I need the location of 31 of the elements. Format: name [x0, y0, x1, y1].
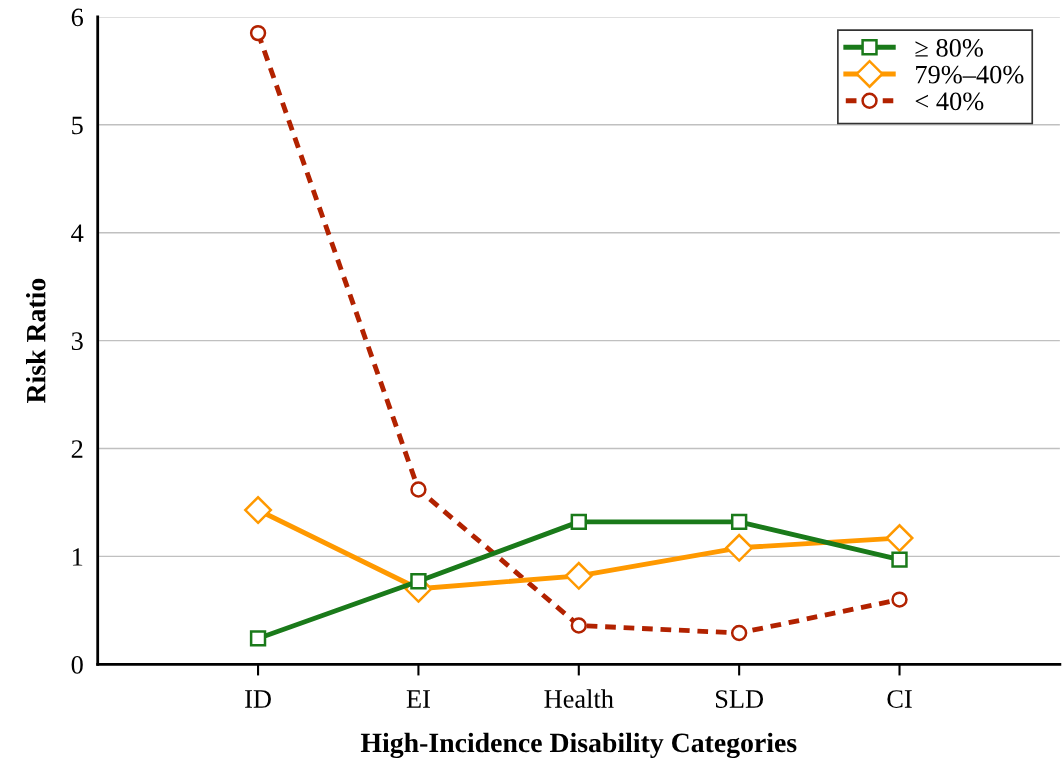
- legend-label: ≥ 80%: [915, 38, 983, 57]
- point: [725, 533, 754, 562]
- legend-label: 79%–40%: [916, 65, 1024, 84]
- y-tick-label: 6: [71, 8, 84, 27]
- y-tick-label: 3: [71, 332, 83, 351]
- point: [249, 630, 267, 647]
- x-tick-label: SLD: [715, 690, 764, 708]
- x-tick-label: Health: [544, 689, 614, 708]
- x-tick-label: EI: [406, 690, 430, 708]
- y-tick-label: 2: [71, 440, 83, 458]
- y-tick-label: 4: [71, 224, 84, 242]
- point: [730, 624, 748, 642]
- point: [730, 513, 748, 531]
- y-axis-title: Risk Ratio: [25, 278, 46, 404]
- point: [891, 551, 908, 568]
- point: [885, 524, 914, 553]
- point: [410, 573, 427, 590]
- point: [891, 591, 908, 608]
- y-tick-label: 0: [71, 655, 83, 674]
- point: [244, 496, 273, 525]
- x-tick-label: ID: [245, 690, 271, 708]
- y-tick-label: 1: [72, 548, 83, 566]
- x-tick-label: CI: [887, 690, 912, 708]
- point: [410, 481, 427, 498]
- point: [570, 617, 587, 634]
- point: [249, 24, 267, 42]
- x-axis-title: High-Incidence Disability Categories: [360, 732, 797, 759]
- legend-label: < 40%: [915, 92, 984, 111]
- y-tick-label: 5: [72, 116, 83, 135]
- point: [570, 513, 587, 531]
- point: [564, 561, 593, 590]
